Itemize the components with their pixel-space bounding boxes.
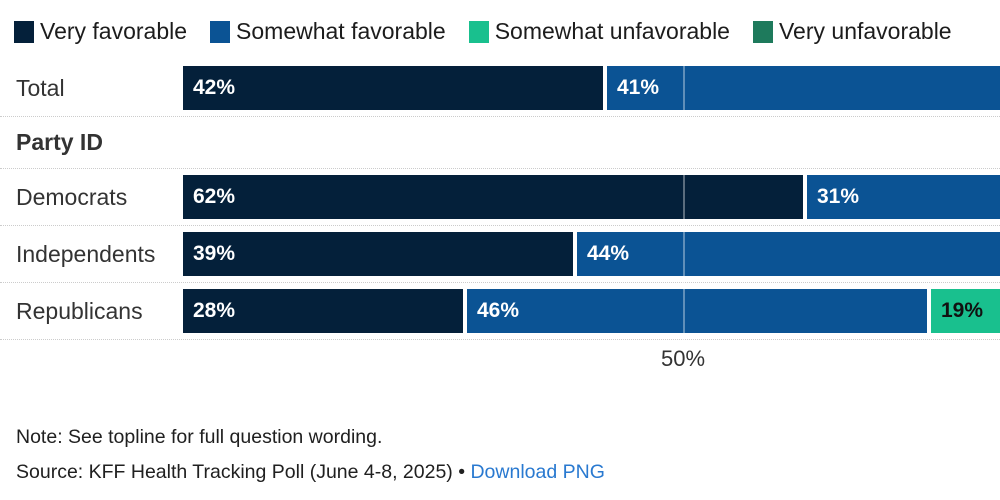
legend-item-somewhat-favorable: Somewhat favorable: [210, 18, 446, 45]
legend-label: Somewhat unfavorable: [494, 18, 730, 44]
bar-segment-republicans-somewhat-favorable: 46%: [467, 289, 927, 333]
bar-track-democrats: 62% 31%: [183, 175, 1000, 219]
bar-value-label: 19%: [941, 299, 984, 322]
bar-segment-republicans-somewhat-unfavorable: 19%: [931, 289, 1000, 333]
note-text: Note: See topline for full question word…: [16, 426, 383, 448]
row-label-independents: Independents: [16, 240, 156, 267]
legend-swatch-very-favorable: [14, 20, 34, 43]
chart-row-democrats: Democrats 62% 31%: [0, 169, 1000, 226]
source-text: Source: KFF Health Tracking Poll (June 4…: [16, 461, 466, 483]
legend-item-somewhat-unfavorable: Somewhat unfavorable: [468, 18, 730, 45]
bar-segment-total-somewhat-favorable: 41%: [607, 66, 1000, 110]
bar-value-label: 62%: [193, 185, 236, 208]
bar-value-label: 46%: [477, 299, 520, 322]
download-png-link[interactable]: Download PNG: [470, 461, 605, 483]
legend-item-very-favorable: Very favorable: [14, 18, 187, 45]
bar-track-total: 42% 41%: [183, 66, 1000, 110]
bar-value-label: 41%: [617, 76, 660, 99]
bar-segment-democrats-very-favorable: 62%: [183, 175, 803, 219]
legend-label: Somewhat favorable: [236, 18, 446, 44]
legend-label: Very favorable: [40, 18, 188, 44]
x-axis: 50%: [0, 346, 1000, 382]
row-label-republicans: Republicans: [16, 297, 143, 324]
bar-segment-total-very-favorable: 42%: [183, 66, 603, 110]
source-line: Source: KFF Health Tracking Poll (June 4…: [16, 461, 1000, 484]
bar-segment-independents-somewhat-favorable: 44%: [577, 232, 1000, 276]
bar-value-label: 42%: [193, 76, 236, 99]
chart-legend: Very favorable Somewhat favorable Somewhat…: [0, 0, 1000, 45]
bar-segment-democrats-somewhat-favorable: 31%: [807, 175, 1000, 219]
bar-segment-republicans-very-favorable: 28%: [183, 289, 463, 333]
bar-value-label: 31%: [817, 185, 860, 208]
row-label-total: Total: [16, 74, 65, 101]
legend-label: Very unfavorable: [778, 18, 952, 44]
bar-value-label: 44%: [587, 242, 630, 265]
bar-track-independents: 39% 44%: [183, 232, 1000, 276]
bar-segment-independents-very-favorable: 39%: [183, 232, 573, 276]
bar-track-republicans: 28% 46% 19%: [183, 289, 1000, 333]
row-label-democrats: Democrats: [16, 183, 128, 210]
legend-item-very-unfavorable: Very unfavorable: [752, 18, 952, 45]
legend-swatch-somewhat-unfavorable: [468, 20, 489, 43]
x-axis-tick-label: 50%: [660, 346, 706, 371]
chart-row-total: Total 42% 41%: [0, 60, 1000, 117]
chart-row-independents: Independents 39% 44%: [0, 226, 1000, 283]
bar-value-label: 28%: [193, 299, 236, 322]
chart-row-republicans: Republicans 28% 46% 19%: [0, 283, 1000, 340]
legend-swatch-somewhat-favorable: [210, 20, 231, 43]
legend-swatch-very-unfavorable: [752, 20, 773, 43]
chart-area: Total 42% 41% Party ID Democrats 62% 31% Indepe…: [0, 60, 1000, 340]
bar-value-label: 39%: [193, 242, 236, 265]
kff-favorability-figure: Very favorable Somewhat favorable Somewhat…: [0, 0, 1000, 484]
section-header-party-id: Party ID: [0, 117, 1000, 169]
figure-footer: Note: See topline for full question word…: [0, 426, 1000, 484]
